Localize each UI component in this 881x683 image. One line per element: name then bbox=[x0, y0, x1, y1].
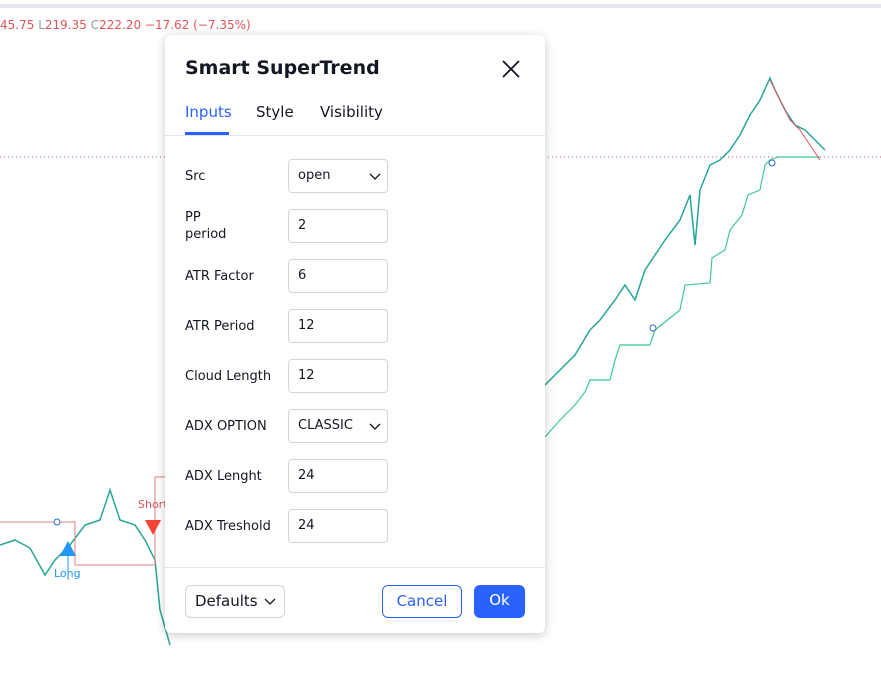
price-series-left bbox=[0, 487, 171, 646]
tab-indicator bbox=[185, 132, 229, 135]
long-marker bbox=[60, 541, 76, 556]
number-field[interactable]: 24 bbox=[288, 509, 388, 543]
select-field[interactable]: open bbox=[288, 159, 388, 193]
close-value: 222.20 bbox=[99, 18, 142, 32]
pivot bbox=[768, 159, 776, 167]
long-label: Long bbox=[54, 567, 81, 580]
short-marker bbox=[145, 520, 161, 535]
price-legend: 45.75 L219.35 C222.20 −17.62 (−7.35%) bbox=[0, 18, 251, 32]
input-label: PP period bbox=[185, 210, 227, 242]
change: −17.62 (−7.35%) bbox=[144, 18, 251, 32]
field-value: 12 bbox=[298, 368, 315, 383]
top-bar bbox=[0, 4, 881, 8]
close-letter: C bbox=[90, 18, 100, 32]
separator bbox=[165, 135, 545, 136]
input-label: Src bbox=[185, 169, 206, 184]
number-field[interactable]: 2 bbox=[288, 209, 388, 243]
cancel-button[interactable]: Cancel bbox=[382, 585, 462, 618]
input-label: ADX Lenght bbox=[185, 469, 262, 484]
input-label: Cloud Length bbox=[185, 369, 272, 384]
price-series bbox=[544, 76, 826, 386]
chevron bbox=[369, 423, 381, 430]
pivot bbox=[649, 324, 657, 332]
low-letter: L bbox=[38, 18, 45, 32]
input-label: ADX OPTION bbox=[185, 419, 267, 434]
separator bbox=[165, 567, 545, 568]
ok-button[interactable]: Ok bbox=[474, 585, 525, 618]
open-value: 45.75 bbox=[0, 18, 35, 32]
settings-dialog: Smart SuperTrend Inputs Style Visibility… bbox=[165, 35, 545, 633]
tab[interactable]: Style bbox=[256, 103, 294, 121]
price-series-red bbox=[769, 79, 821, 161]
number-field[interactable]: 12 bbox=[288, 309, 388, 343]
supertrend-line bbox=[544, 156, 820, 438]
number-field[interactable]: 6 bbox=[288, 259, 388, 293]
field-value: 12 bbox=[298, 318, 315, 333]
field-value: CLASSIC bbox=[298, 418, 353, 433]
low-value: 219.35 bbox=[44, 18, 87, 32]
number-field[interactable]: 24 bbox=[288, 459, 388, 493]
select-field[interactable]: CLASSIC bbox=[288, 409, 388, 443]
defaults-button[interactable]: Defaults bbox=[185, 585, 285, 618]
close-button[interactable] bbox=[501, 59, 521, 79]
tab[interactable]: Inputs bbox=[185, 103, 232, 121]
chevron bbox=[369, 173, 381, 180]
field-value: 6 bbox=[298, 268, 307, 283]
number-field[interactable]: 12 bbox=[288, 359, 388, 393]
short-label: Short bbox=[138, 498, 168, 511]
field-value: 2 bbox=[298, 218, 307, 233]
input-label: ATR Factor bbox=[185, 269, 254, 284]
input-label: ADX Treshold bbox=[185, 519, 271, 534]
defaults-text: Defaults bbox=[195, 592, 258, 610]
input-label: ATR Period bbox=[185, 319, 255, 334]
field-value: 24 bbox=[298, 468, 315, 483]
pivot bbox=[53, 518, 61, 526]
trail-line bbox=[0, 476, 165, 566]
field-value: open bbox=[298, 168, 331, 183]
dialog-title: Smart SuperTrend bbox=[185, 57, 380, 79]
field-value: 24 bbox=[298, 518, 315, 533]
tab[interactable]: Visibility bbox=[320, 103, 383, 121]
